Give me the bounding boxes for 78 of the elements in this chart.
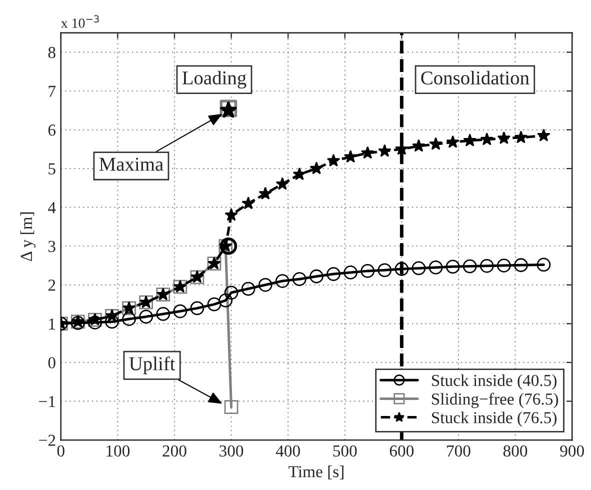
- point: [514, 130, 528, 144]
- x-tick-label: 100: [106, 445, 130, 457]
- x-tick-label: 300: [220, 445, 244, 457]
- point: [514, 258, 528, 272]
- legend-label: Stuck inside (40.5): [432, 374, 557, 390]
- point: [537, 128, 550, 142]
- annotation: Consolidation: [421, 70, 530, 85]
- point: [463, 134, 476, 146]
- x-tick-label: 600: [390, 445, 414, 457]
- point: [139, 310, 154, 324]
- point: [276, 177, 290, 190]
- point: [224, 400, 238, 414]
- point: [462, 259, 477, 274]
- x-tick-label: 500: [333, 445, 357, 457]
- point: [224, 208, 238, 221]
- point: [446, 260, 460, 274]
- annotation: Maxima: [99, 158, 164, 171]
- point: [220, 237, 238, 255]
- y-tick-label: 2: [48, 280, 56, 291]
- point: [218, 293, 233, 308]
- x-tick-label: 400: [276, 445, 300, 457]
- point: [122, 312, 136, 326]
- point: [497, 131, 511, 144]
- y-tick-label: 7: [48, 86, 56, 97]
- point: [378, 263, 392, 278]
- y-tick-label: 6: [48, 124, 56, 136]
- y-tick-label: 0: [48, 357, 56, 368]
- point: [326, 154, 340, 167]
- y-tick-label: 4: [48, 202, 56, 214]
- point: [224, 286, 238, 300]
- x-tick-label: 800: [503, 445, 528, 457]
- legend-label: Stuck inside (76.5): [432, 412, 557, 427]
- y-tick-label: −1: [39, 396, 56, 408]
- point: [360, 146, 374, 159]
- x-tick-label: 700: [447, 445, 470, 457]
- legend-label: Sliding−free (76.5): [432, 392, 558, 408]
- y-tick-label: −2: [39, 434, 56, 446]
- x-tick-label: 200: [162, 445, 186, 457]
- point: [292, 272, 306, 286]
- point: [258, 278, 272, 292]
- point: [412, 139, 426, 152]
- point: [241, 282, 256, 296]
- annotation: Uplift: [129, 356, 176, 374]
- point: [310, 162, 324, 174]
- point: [292, 167, 306, 180]
- point: [412, 261, 426, 276]
- point: [326, 267, 340, 281]
- point: [344, 150, 358, 163]
- point: [378, 144, 392, 157]
- point: [496, 258, 511, 272]
- point: [242, 196, 255, 210]
- point: [480, 132, 494, 146]
- y-tick-label: 5: [48, 163, 56, 175]
- annotation: Loading: [182, 70, 246, 88]
- point: [394, 262, 409, 276]
- point: [480, 258, 494, 273]
- point: [258, 186, 272, 200]
- point: [275, 274, 290, 288]
- x-tick-label: 900: [560, 445, 584, 457]
- y-tick-label: 8: [48, 46, 56, 58]
- x-tick-label: 0: [57, 445, 64, 457]
- point: [446, 135, 460, 148]
- y-tick-label: 1: [49, 318, 56, 330]
- point: [428, 260, 443, 274]
- point: [156, 307, 170, 321]
- point: [190, 301, 204, 316]
- point: [88, 316, 102, 330]
- point: [360, 264, 375, 278]
- y-axis-title: Δ y [m]: [20, 212, 36, 262]
- point: [536, 258, 551, 272]
- y-tick-label: 3: [48, 240, 56, 252]
- point: [310, 269, 324, 284]
- point: [173, 304, 188, 318]
- point: [344, 266, 358, 280]
- text: x 10$^{−3}$: [60, 15, 99, 28]
- x-axis-title: Time [s]: [288, 466, 344, 480]
- point: [207, 297, 222, 312]
- point: [429, 137, 442, 150]
